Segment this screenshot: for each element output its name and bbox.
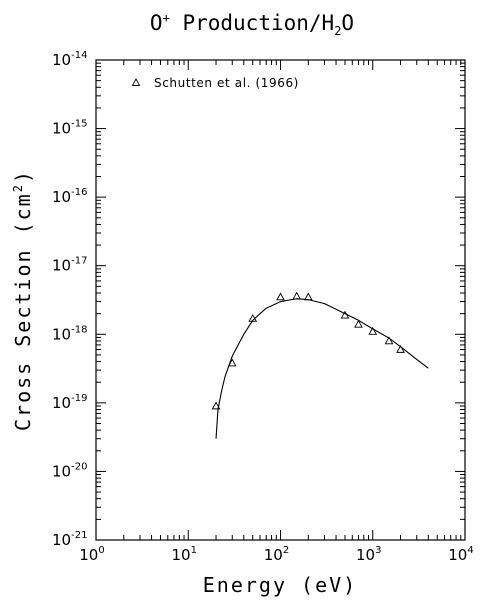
chart-title: O+ Production/H2O [150,11,354,38]
y-tick-label: 10-16 [52,187,87,206]
y-axis-label: Cross Section (cm2) [11,169,35,431]
y-tick-label: 10-19 [52,393,87,412]
x-tick-label-base: 10 [264,546,283,564]
y-tick-label-exponent: -17 [71,256,87,267]
y-tick-label: 10-18 [52,324,87,343]
data-point-triangle [368,326,378,335]
x-tick-label-exponent: 2 [283,545,289,556]
y-tick-label: 10-20 [52,461,87,480]
data-point-triangle [384,336,394,345]
y-tick-label: 10-15 [52,119,87,138]
legend-label: Schutten et al. (1966) [154,76,299,90]
x-tick-label-base: 10 [172,546,191,564]
x-tick-label: 101 [172,545,197,564]
y-tick-label-base: 10 [52,51,71,69]
y-tick-label: 10-21 [52,530,87,549]
y-tick-label-base: 10 [52,531,71,549]
data-point-triangle [276,292,285,301]
y-tick-label-base: 10 [52,120,71,138]
legend: Schutten et al. (1966) [131,76,299,90]
title-superscript: + [163,11,170,25]
x-tick-label-exponent: 1 [191,545,197,556]
x-tick-label-exponent: 0 [98,545,104,556]
x-axis-label: Energy (eV) [203,573,357,597]
title-base: O [150,11,163,35]
data-point-triangle [354,319,363,328]
data-point-triangle [303,292,313,301]
x-axis-ticks [95,60,466,540]
y-tick-label-exponent: -20 [71,461,87,472]
y-tick-label: 10-14 [52,50,87,69]
data-point-triangle [292,291,302,300]
y-axis-ticks [96,59,465,541]
x-axis-tick-labels: 100 101 102 103 104 [79,545,473,564]
data-point-triangle [211,401,221,410]
title-rest: Production/H [170,11,334,35]
y-tick-label-base: 10 [52,257,71,275]
y-tick-label-base: 10 [52,325,71,343]
y-tick-label-exponent: -21 [71,530,87,541]
y-tick-label-exponent: -15 [71,119,87,130]
x-tick-label-base: 10 [448,546,467,564]
data-point-triangle [396,344,405,353]
y-tick-label-exponent: -16 [71,187,87,198]
x-tick-label-base: 10 [79,546,98,564]
x-tick-label-base: 10 [356,546,375,564]
data-series [211,291,429,439]
x-tick-label-exponent: 4 [467,545,473,556]
y-tick-label-exponent: -18 [71,324,87,335]
y-tick-label-base: 10 [52,462,71,480]
legend-triangle-marker [131,78,141,86]
x-tick-label-exponent: 3 [375,545,381,556]
x-tick-label: 102 [264,545,289,564]
title-tail: O [341,11,354,35]
x-tick-label: 104 [448,545,473,564]
y-tick-label-exponent: -19 [71,393,87,404]
y-tick-label-base: 10 [52,394,71,412]
y-axis-label-tail: ) [11,169,35,183]
x-tick-label: 103 [356,545,381,564]
y-tick-label: 10-17 [52,256,87,275]
y-axis-label-base: Cross Section (cm [11,192,35,431]
y-axis-label-superscript: 2 [11,183,25,192]
y-tick-label-base: 10 [52,188,71,206]
x-tick-label: 100 [79,545,104,564]
y-tick-label-exponent: -14 [71,50,87,61]
fit-curve-line [215,298,429,439]
title-subscript: 2 [334,24,341,38]
